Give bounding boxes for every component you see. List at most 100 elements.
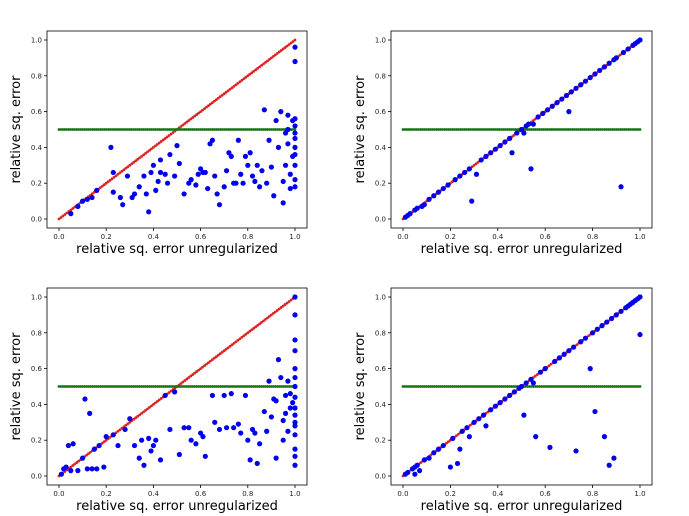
threshold-marker	[114, 128, 118, 131]
threshold-marker	[610, 128, 614, 131]
identity-marker	[220, 350, 224, 354]
scatter-point	[254, 162, 260, 168]
identity-marker	[279, 306, 283, 309]
threshold-marker	[573, 128, 577, 131]
threshold-marker	[279, 128, 283, 131]
threshold-marker	[161, 385, 165, 388]
identity-marker	[187, 376, 191, 379]
threshold-marker	[138, 128, 142, 131]
identity-marker	[165, 135, 169, 139]
identity-marker	[244, 75, 248, 79]
threshold-marker	[599, 128, 602, 131]
threshold-marker	[138, 385, 142, 388]
scatter-point	[275, 357, 282, 363]
scatter-point	[271, 193, 277, 199]
identity-marker	[159, 140, 163, 143]
threshold-marker	[581, 128, 585, 131]
scatter-point	[563, 92, 570, 99]
identity-marker	[211, 101, 214, 105]
scatter-point	[117, 194, 123, 201]
threshold-marker	[291, 128, 295, 131]
threshold-marker	[605, 128, 608, 131]
threshold-marker	[510, 128, 514, 131]
identity-marker	[195, 113, 199, 116]
threshold-marker	[409, 385, 413, 388]
scatter-point	[136, 455, 142, 461]
threshold-marker	[260, 128, 263, 131]
scatter-point	[96, 442, 102, 449]
threshold-marker	[89, 128, 92, 131]
identity-marker	[57, 217, 61, 221]
threshold-marker	[417, 128, 421, 131]
identity-marker	[248, 72, 252, 76]
identity-marker	[61, 214, 65, 218]
identity-marker	[167, 134, 171, 137]
identity-marker	[134, 416, 138, 420]
identity-marker	[65, 211, 69, 215]
scatter-point	[181, 191, 187, 197]
scatter-point	[292, 453, 298, 459]
threshold-marker	[498, 385, 502, 388]
identity-marker	[59, 216, 63, 219]
threshold-marker	[59, 128, 63, 131]
identity-marker	[124, 423, 128, 427]
x-tick-label: 0.8	[242, 233, 253, 241]
threshold-marker	[211, 128, 214, 131]
scatter-point	[266, 378, 272, 384]
threshold-marker	[185, 385, 189, 388]
threshold-marker	[224, 385, 228, 388]
identity-marker	[185, 377, 189, 381]
threshold-marker	[87, 128, 90, 131]
scatter-point	[613, 55, 619, 61]
threshold-marker	[242, 385, 246, 388]
threshold-marker	[462, 128, 466, 131]
scatter-point	[188, 437, 194, 443]
scatter-point	[582, 78, 589, 84]
identity-marker	[163, 137, 167, 140]
threshold-marker	[248, 385, 252, 388]
scatter-point	[454, 460, 461, 467]
identity-marker	[228, 344, 232, 348]
y-tick-label: 1.0	[375, 37, 386, 45]
threshold-marker	[555, 385, 559, 388]
scatter-point	[478, 157, 484, 163]
threshold-marker	[488, 128, 492, 131]
threshold-marker	[122, 385, 126, 388]
scatter-point	[280, 200, 286, 206]
threshold-marker	[443, 385, 446, 388]
threshold-marker	[150, 128, 153, 131]
threshold-marker	[427, 128, 431, 131]
y-tick-label: 0.8	[31, 329, 42, 337]
threshold-marker	[279, 385, 283, 388]
identity-marker	[128, 420, 132, 424]
threshold-marker	[472, 128, 476, 131]
scatter-point	[240, 180, 246, 186]
scatter-point	[521, 130, 527, 136]
scatter-point	[592, 71, 598, 77]
threshold-marker	[431, 128, 435, 131]
identity-marker	[116, 429, 120, 433]
scatter-point	[476, 416, 482, 422]
scatter-point	[464, 425, 470, 431]
scatter-point	[139, 437, 145, 443]
scatter-point	[592, 408, 598, 415]
scatter-point	[266, 137, 272, 143]
scatter-point	[164, 180, 171, 186]
threshold-marker	[203, 385, 206, 388]
threshold-marker	[146, 385, 149, 388]
scatter-point	[518, 383, 525, 390]
x-tick-label: 1.0	[289, 233, 300, 241]
threshold-line	[401, 385, 642, 388]
identity-marker	[226, 89, 230, 93]
scatter-point	[578, 82, 584, 88]
scatter-point	[471, 419, 477, 425]
identity-marker	[268, 57, 271, 61]
threshold-marker	[514, 385, 517, 388]
threshold-marker	[169, 385, 173, 388]
scatter-point	[292, 144, 298, 150]
threshold-marker	[264, 385, 267, 388]
x-tick-label: 0.0	[397, 233, 408, 241]
threshold-marker	[478, 128, 482, 131]
threshold-marker	[551, 128, 555, 131]
threshold-marker	[126, 385, 130, 388]
